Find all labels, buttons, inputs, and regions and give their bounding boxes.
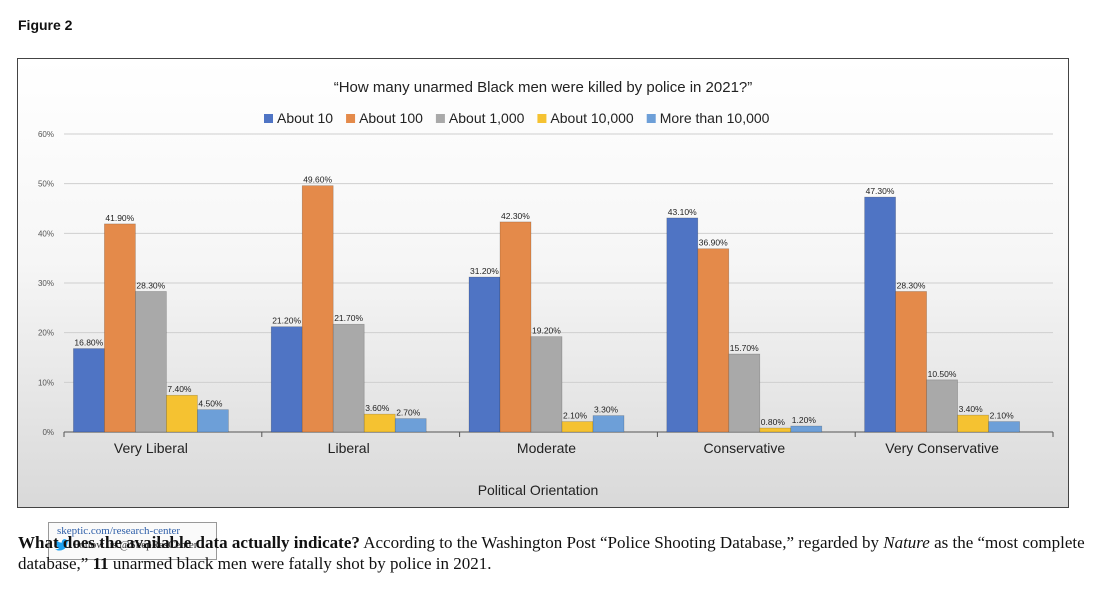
credit-follow-text: Follow us @SkepResCenter [73, 539, 198, 551]
credit-follow[interactable]: Follow us @SkepResCenter [55, 539, 216, 551]
data-label: 15.70% [730, 343, 759, 353]
legend-label-4: More than 10,000 [660, 110, 770, 126]
bar-about-100-2 [499, 221, 532, 433]
bar-about-10-3 [666, 217, 699, 433]
bar-about-100-3 [697, 248, 730, 433]
caption-text-3: unarmed black men were fatally shot by p… [108, 554, 492, 573]
legend-swatch-3 [537, 114, 547, 123]
bar-about-10-000-2 [561, 421, 594, 433]
bar-about-100-1 [301, 185, 334, 433]
bar-about-10-000-3 [759, 427, 792, 433]
bar-more-than-10-000-2 [592, 415, 625, 433]
chart-frame: “How many unarmed Black men were killed … [17, 58, 1069, 560]
y-tick-label: 20% [38, 329, 54, 338]
bar-more-than-10-000-4 [988, 421, 1020, 433]
data-label: 28.30% [897, 280, 926, 290]
x-category-label: Very Conservative [885, 440, 999, 456]
data-label: 16.80% [74, 338, 103, 348]
bar-about-100-4 [895, 291, 927, 433]
figure-label: Figure 2 [18, 17, 73, 33]
caption-italic: Nature [883, 533, 930, 552]
bar-about-1-000-4 [926, 379, 958, 433]
data-label: 49.60% [303, 175, 332, 185]
data-label: 36.90% [699, 238, 728, 248]
bar-about-10-000-1 [363, 413, 396, 433]
data-label: 31.20% [470, 266, 499, 276]
data-label: 3.30% [594, 405, 619, 415]
twitter-bird-icon [55, 539, 69, 551]
bar-more-than-10-000-3 [790, 425, 823, 433]
legend-label-3: About 10,000 [550, 110, 634, 126]
x-category-label: Liberal [328, 440, 370, 456]
x-category-label: Moderate [517, 440, 576, 456]
y-tick-label: 0% [42, 428, 54, 437]
legend-label-1: About 100 [359, 110, 423, 126]
data-label: 21.20% [272, 316, 301, 326]
bar-about-100-0 [104, 223, 136, 433]
bar-about-10-000-4 [957, 414, 989, 433]
bar-more-than-10-000-1 [394, 418, 427, 433]
data-label: 41.90% [105, 213, 134, 223]
data-label: 42.30% [501, 211, 530, 221]
caption-text-2: as the “most complete database,” [18, 533, 1085, 573]
legend-label-0: About 10 [277, 110, 333, 126]
caption-number: 11 [92, 554, 109, 573]
data-label: 1.20% [792, 415, 817, 425]
data-label: 4.50% [198, 399, 223, 409]
data-label: 3.60% [365, 403, 390, 413]
legend-swatch-0 [264, 114, 273, 123]
legend-label-2: About 1,000 [449, 110, 525, 126]
bar-about-10-000-0 [166, 394, 198, 433]
data-label: 2.10% [990, 411, 1015, 421]
data-label: 19.20% [532, 326, 561, 336]
legend-swatch-2 [435, 114, 445, 123]
bar-about-10-2 [468, 276, 501, 433]
x-category-label: Very Liberal [114, 440, 188, 456]
bar-about-1-000-1 [332, 323, 365, 433]
data-label: 3.40% [959, 404, 984, 414]
data-label: 28.30% [136, 280, 165, 290]
bar-about-10-1 [270, 326, 303, 433]
y-tick-label: 10% [38, 378, 54, 387]
bar-about-10-4 [864, 196, 896, 433]
x-axis-label: Political Orientation [478, 482, 599, 498]
data-label: 47.30% [866, 186, 895, 196]
x-category-label: Conservative [703, 440, 785, 456]
y-tick-label: 60% [38, 130, 54, 139]
bar-chart: “How many unarmed Black men were killed … [38, 79, 1054, 498]
caption-lead: What does the available data actually in… [18, 533, 360, 552]
y-tick-label: 50% [38, 180, 54, 189]
credit-url[interactable]: skeptic.com/research-center [57, 525, 181, 537]
data-label: 2.70% [396, 408, 421, 418]
bar-more-than-10-000-0 [197, 409, 229, 433]
data-label: 10.50% [928, 369, 957, 379]
data-label: 7.40% [167, 384, 192, 394]
bar-about-1-000-3 [728, 353, 761, 433]
legend-swatch-1 [346, 114, 356, 123]
legend-swatch-4 [646, 114, 656, 123]
bar-about-10-0 [73, 348, 105, 433]
bar-about-1-000-0 [135, 291, 167, 433]
data-label: 43.10% [668, 207, 697, 217]
y-tick-label: 40% [38, 229, 54, 238]
chart-title: “How many unarmed Black men were killed … [334, 79, 753, 96]
caption: What does the available data actually in… [18, 532, 1088, 574]
data-label: 2.10% [563, 411, 588, 421]
bar-about-1-000-2 [530, 336, 563, 433]
data-label: 0.80% [761, 417, 786, 427]
caption-text-1: According to the Washington Post “Police… [359, 533, 884, 552]
data-label: 21.70% [334, 313, 363, 323]
y-tick-label: 30% [38, 279, 54, 288]
credit-box: skeptic.com/research-center Follow us @S… [48, 522, 217, 560]
